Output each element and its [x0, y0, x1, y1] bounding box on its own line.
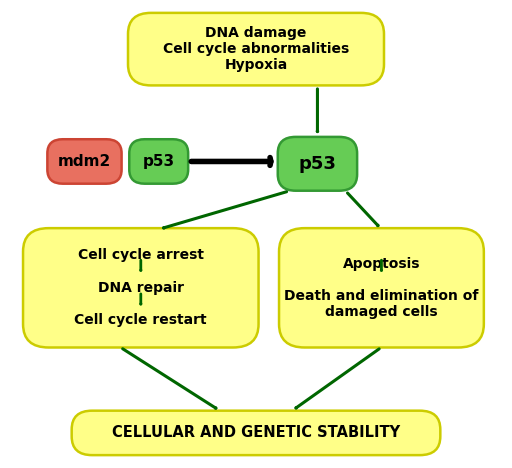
FancyBboxPatch shape: [279, 228, 484, 347]
FancyBboxPatch shape: [72, 411, 440, 455]
FancyBboxPatch shape: [128, 13, 384, 85]
Text: mdm2: mdm2: [58, 154, 111, 169]
FancyBboxPatch shape: [129, 139, 188, 183]
FancyBboxPatch shape: [23, 228, 259, 347]
Text: p53: p53: [298, 155, 336, 173]
FancyBboxPatch shape: [278, 137, 357, 190]
Text: p53: p53: [143, 154, 175, 169]
Text: DNA damage
Cell cycle abnormalities
Hypoxia: DNA damage Cell cycle abnormalities Hypo…: [163, 26, 349, 73]
Text: Apoptosis

Death and elimination of
damaged cells: Apoptosis Death and elimination of damag…: [284, 256, 479, 319]
Text: Cell cycle arrest

DNA repair

Cell cycle restart: Cell cycle arrest DNA repair Cell cycle …: [74, 249, 207, 327]
FancyBboxPatch shape: [48, 139, 122, 183]
Text: CELLULAR AND GENETIC STABILITY: CELLULAR AND GENETIC STABILITY: [112, 425, 400, 440]
